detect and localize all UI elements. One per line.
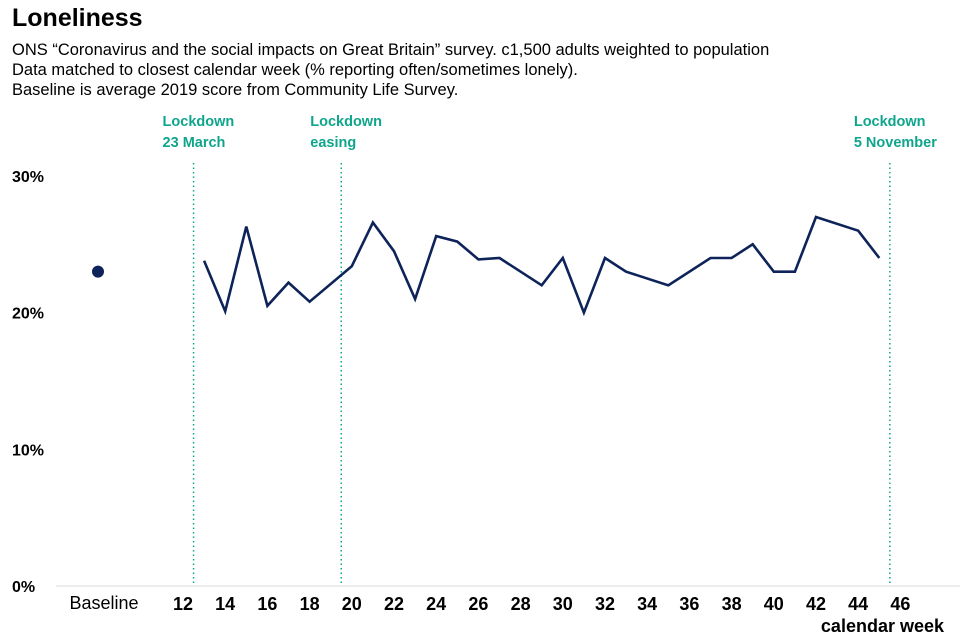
event-label: Lockdown (163, 114, 235, 130)
event-label: Lockdown (854, 114, 926, 130)
y-tick-label: 0% (12, 579, 35, 596)
y-tick-label: 10% (12, 442, 44, 459)
event-label: 5 November (854, 135, 937, 151)
subtitle-line-3: Baseline is average 2019 score from Comm… (12, 81, 459, 99)
x-tick-label-baseline: Baseline (69, 593, 138, 613)
x-tick-label: 14 (215, 594, 235, 614)
x-tick-label: 26 (468, 594, 488, 614)
x-tick-label: 28 (511, 594, 531, 614)
y-tick-label: 20% (12, 306, 44, 323)
x-tick-label: 18 (300, 594, 320, 614)
baseline-point (92, 265, 104, 278)
subtitle-line-1: ONS “Coronavirus and the social impacts … (12, 41, 770, 59)
x-tick-label: 16 (257, 594, 277, 614)
x-tick-label: 38 (722, 594, 742, 614)
x-tick-label: 44 (848, 594, 868, 614)
chart-subtitle: ONS “Coronavirus and the social impacts … (12, 40, 769, 100)
subtitle-line-2: Data matched to closest calendar week (%… (12, 61, 578, 79)
x-tick-label: 46 (890, 594, 910, 614)
event-label: Lockdown (310, 114, 382, 130)
x-axis-title: calendar week (821, 616, 945, 636)
x-tick-label: 32 (595, 594, 615, 614)
x-tick-label: 30 (553, 594, 573, 614)
x-tick-label: 12 (173, 594, 193, 614)
series-line (202, 215, 881, 317)
x-tick-label: 34 (637, 594, 657, 614)
x-tick-label: 36 (679, 594, 699, 614)
x-tick-label: 22 (384, 594, 404, 614)
event-label: 23 March (163, 135, 226, 151)
x-tick-label: 24 (426, 594, 446, 614)
x-tick-label: 40 (764, 594, 784, 614)
y-tick-label: 30% (12, 169, 44, 186)
x-tick-label: 42 (806, 594, 826, 614)
x-tick-label: 20 (342, 594, 362, 614)
event-label: easing (310, 135, 356, 151)
chart-title: Loneliness (12, 4, 143, 32)
